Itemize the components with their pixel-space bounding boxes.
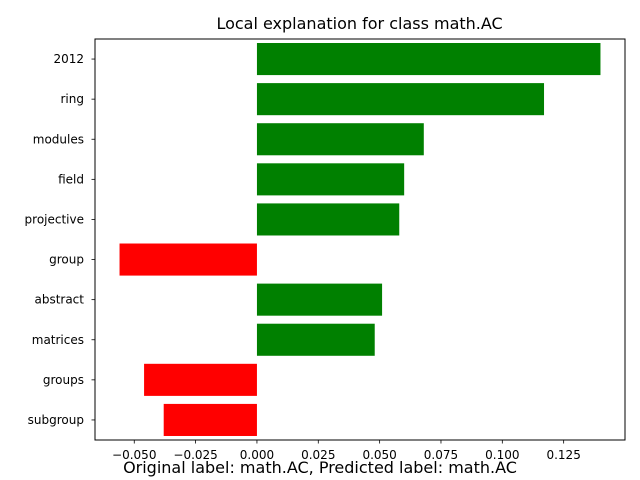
x-tick-label: 0.100 <box>485 448 519 462</box>
bar-ring <box>256 83 545 116</box>
label-caption: Original label: math.AC, Predicted label… <box>123 458 517 477</box>
y-tick-label: projective <box>25 212 84 226</box>
x-tick-label: −0.050 <box>112 448 156 462</box>
bar-field <box>256 163 405 196</box>
bar-2012 <box>256 43 601 76</box>
x-tick-label: 0.050 <box>362 448 396 462</box>
y-tick-label: matrices <box>32 333 84 347</box>
bar-abstract <box>256 283 383 316</box>
bars-group <box>119 43 601 436</box>
y-tick-label: field <box>58 172 84 186</box>
bar-projective <box>256 203 400 236</box>
bar-modules <box>256 123 424 156</box>
x-tick-label: −0.025 <box>173 448 217 462</box>
chart-title: Local explanation for class math.AC <box>216 14 502 33</box>
x-tick-label: 0.125 <box>546 448 580 462</box>
y-tick-label: abstract <box>34 293 84 307</box>
y-tick-label: group <box>49 253 84 267</box>
y-tick-label: subgroup <box>28 413 84 427</box>
y-tick-label: ring <box>61 92 85 106</box>
x-tick-label: 0.000 <box>240 448 274 462</box>
y-tick-label: 2012 <box>53 52 84 66</box>
y-tick-label: modules <box>33 132 84 146</box>
x-axis: −0.050 −0.025 0.000 0.025 0.050 0.075 0.100 0.1… <box>112 440 581 462</box>
x-tick-label: 0.075 <box>424 448 458 462</box>
bar-subgroup <box>163 403 257 436</box>
x-tick-label: 0.025 <box>301 448 335 462</box>
bar-group <box>119 243 257 276</box>
plot-frame <box>94 38 626 441</box>
bar-groups <box>144 363 257 396</box>
y-tick-label: groups <box>43 373 84 387</box>
y-axis: 2012 ring modules field projective group abstr… <box>25 52 95 427</box>
bar-matrices <box>256 323 375 356</box>
